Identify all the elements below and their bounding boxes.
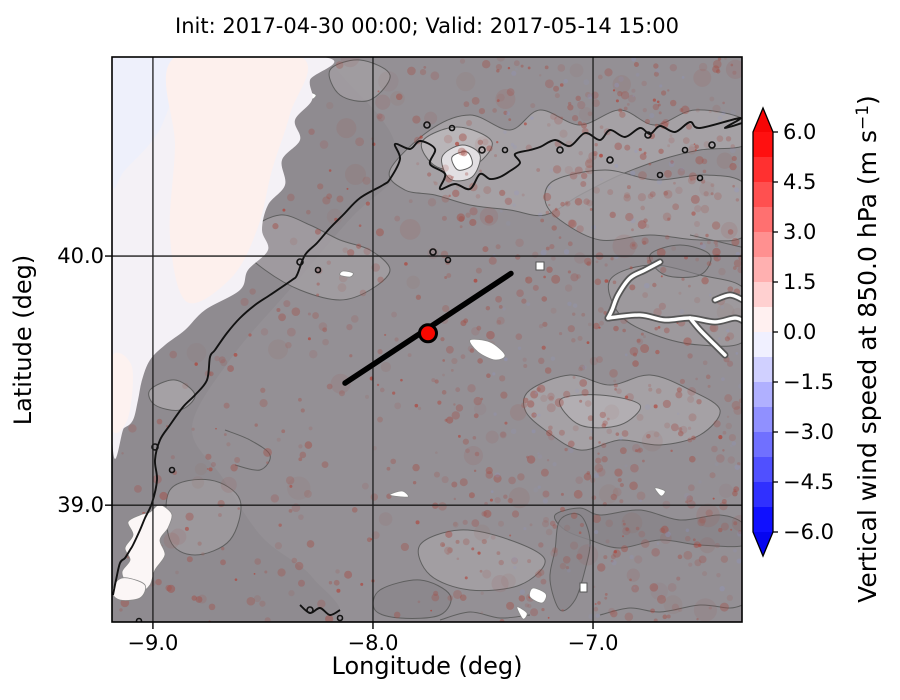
black-contour-loop — [681, 146, 689, 154]
colorbar-band — [753, 382, 773, 408]
colorbar-tick-label: 6.0 — [783, 120, 817, 144]
plot-frame — [111, 56, 743, 623]
x-axis-label: Longitude (deg) — [331, 652, 523, 680]
colorbar-tick-label: 4.5 — [783, 170, 817, 194]
elevation-contour-patch — [328, 59, 391, 102]
colorbar-band — [753, 257, 773, 283]
black-contour-loop — [336, 614, 344, 622]
black-contour-loop — [296, 258, 304, 266]
river — [606, 260, 662, 320]
elevation-contour-patch — [372, 579, 452, 619]
x-tick-label: −7.0 — [567, 631, 619, 655]
elevation-contour-patch — [559, 394, 641, 429]
plot-title: Init: 2017-04-30 00:00; Valid: 2017-05-1… — [175, 14, 679, 38]
black-contour-loop — [656, 171, 664, 179]
colorbar-band — [753, 432, 773, 458]
wind-speed-speckles — [119, 57, 742, 622]
black-contour-loop — [306, 606, 314, 614]
colorbar-arrow-up — [753, 108, 773, 132]
black-contour-loop — [644, 131, 652, 139]
black-contour-loop — [429, 248, 437, 256]
y-axis-label: Latitude (deg) — [9, 254, 37, 426]
colorbar-tick-label: −1.5 — [783, 370, 834, 394]
elevation-contour-patch — [553, 507, 742, 549]
terrain-contour-line — [599, 604, 742, 616]
elevation-contour-patch — [649, 244, 712, 278]
colorbar-band — [753, 132, 773, 158]
black-contour-loop — [501, 146, 509, 154]
elevation-contour-patch — [544, 169, 742, 242]
colorbar-band — [753, 307, 773, 333]
white-patch — [339, 270, 354, 278]
coastal-plain — [112, 57, 399, 622]
black-contour-loop — [314, 266, 322, 274]
black-contour-loop — [168, 466, 176, 474]
ocean-wind-patch — [165, 57, 308, 304]
black-contour-loop — [448, 124, 456, 132]
ocean-wind-patch — [112, 57, 178, 189]
black-contour-loop — [135, 617, 143, 622]
colorbar-tick-label: −6.0 — [783, 520, 834, 544]
river — [713, 293, 742, 302]
white-patch — [529, 587, 547, 604]
colorbar-tick-label: −3.0 — [783, 420, 834, 444]
white-patch — [389, 490, 409, 498]
colorbar-band — [753, 457, 773, 483]
ocean-wind-patch — [112, 352, 133, 434]
black-contour-loop — [708, 141, 716, 149]
colorbar-label-end: ) — [853, 95, 882, 105]
elevation-contour-patch — [165, 478, 242, 556]
map-area — [112, 57, 742, 622]
colorbar-band — [753, 332, 773, 358]
colorbar-tick-label: −4.5 — [783, 470, 834, 494]
station-marker — [417, 323, 438, 344]
colorbar-band — [753, 507, 773, 533]
x-tick-label: −8.0 — [347, 631, 399, 655]
colorbar-band — [753, 207, 773, 233]
elevation-contour-patch — [417, 529, 546, 592]
colorbar-tick-label: 3.0 — [783, 220, 817, 244]
x-tick-label: −9.0 — [127, 631, 179, 655]
colorbar-arrow-down — [753, 532, 773, 556]
colorbar-band — [753, 407, 773, 433]
terrain-contour-line — [224, 429, 271, 471]
black-contour-loop — [444, 256, 452, 264]
colorbar-band — [753, 482, 773, 508]
white-patch — [654, 487, 666, 497]
colorbar-band — [753, 232, 773, 258]
river — [688, 316, 727, 357]
black-contour-loop — [423, 121, 431, 129]
colorbar-tick-label: 0.0 — [783, 320, 817, 344]
white-patch — [579, 582, 588, 593]
colorbar-band — [753, 182, 773, 208]
colorbar-band — [753, 157, 773, 183]
elevation-contour-patch — [148, 379, 196, 411]
black-contour-loop — [478, 146, 486, 154]
white-patch — [535, 261, 545, 271]
white-patch — [469, 338, 506, 361]
black-contour-loop — [556, 146, 564, 154]
elevation-contour-patch — [243, 214, 391, 301]
colorbar-band — [753, 357, 773, 383]
colorbar-label: Vertical wind speed at 850.0 hPa (m s−1) — [853, 0, 885, 699]
y-tick-label: 39.0 — [57, 493, 104, 518]
black-contour-loop — [606, 156, 614, 164]
white-patch — [516, 606, 528, 620]
black-contour-loop — [696, 174, 704, 182]
terrain-contour-line — [689, 234, 742, 248]
colorbar-band — [753, 282, 773, 308]
y-tick-label: 40.0 — [57, 244, 104, 269]
colorbar-tick-label: 1.5 — [783, 270, 817, 294]
terrain-contour-line — [439, 611, 531, 621]
elevation-contour-patch — [451, 151, 473, 171]
black-contour-loop — [151, 443, 159, 451]
white-patch — [112, 577, 147, 601]
